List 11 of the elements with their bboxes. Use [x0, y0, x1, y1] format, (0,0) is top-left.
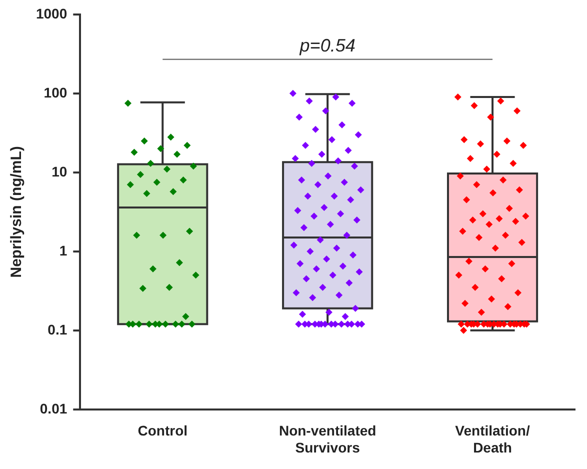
- y-tick-label: 1: [59, 242, 68, 258]
- annotation: p=0.54: [298, 35, 356, 56]
- y-tick-label: 10: [52, 163, 68, 180]
- x-tick-label: Non-ventilated Survivors: [278, 422, 376, 456]
- y-tick-label: 0.1: [48, 321, 68, 338]
- x-tick-label: Control: [138, 422, 188, 439]
- y-tick-label: 100: [44, 84, 68, 100]
- y-tick-label: 1000: [36, 5, 68, 22]
- y-tick-label: 0.01: [40, 400, 68, 416]
- y-axis-title: Neprilysin (ng/mL): [8, 146, 26, 278]
- x-tick-label: Ventilation/ Death: [455, 422, 530, 456]
